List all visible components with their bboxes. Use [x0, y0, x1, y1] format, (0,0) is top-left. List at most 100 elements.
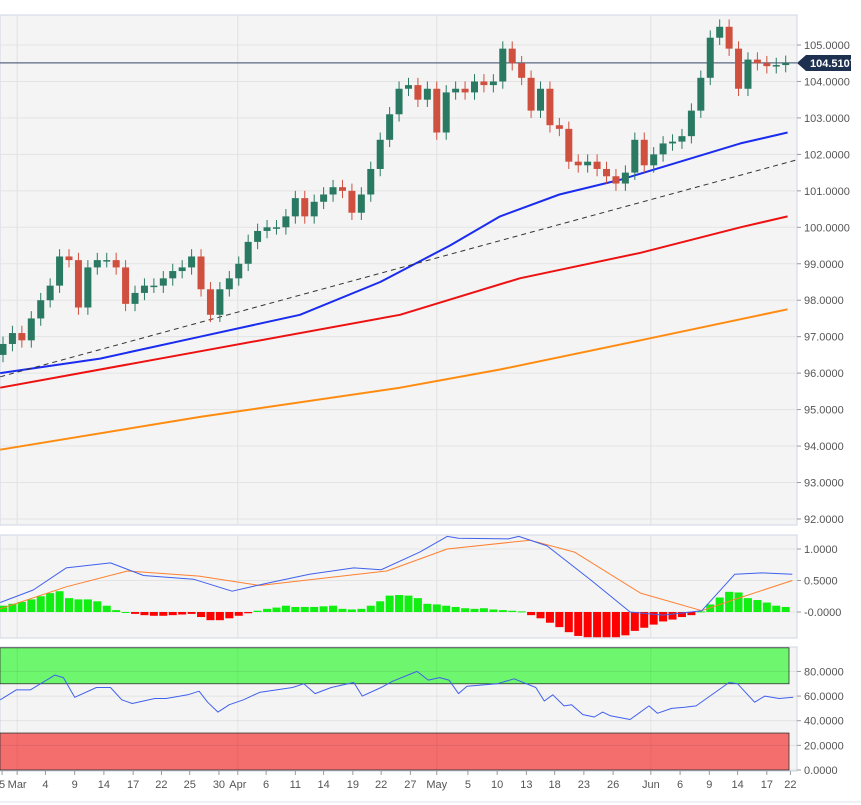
candle-body: [37, 300, 45, 319]
time-tick-label: 23: [578, 779, 590, 791]
candle: [555, 117, 563, 137]
price-tick-label: 95.0000: [804, 405, 844, 417]
candle: [537, 81, 545, 118]
candle: [725, 19, 733, 56]
macd-histogram-bar: [649, 612, 658, 625]
rsi-tick-label: 80.0000: [804, 666, 844, 678]
candle-body: [687, 110, 695, 137]
macd-histogram-bar: [489, 609, 498, 612]
macd-histogram-bar: [640, 612, 649, 628]
price-tick-label: 102.0000: [804, 149, 850, 161]
candle: [131, 285, 139, 312]
macd-histogram-bar: [347, 609, 356, 612]
macd-histogram-bar: [413, 598, 422, 612]
candle: [103, 252, 111, 268]
macd-histogram-bar: [215, 612, 224, 621]
macd-histogram-bar: [677, 612, 686, 618]
macd-histogram-bar: [338, 608, 347, 612]
candle: [442, 85, 450, 140]
candle-body: [725, 26, 733, 49]
time-tick-label: 30: [213, 779, 225, 791]
macd-panel[interactable]: 1.0000 0.5000 -0.0000: [0, 534, 841, 639]
candle: [697, 70, 705, 118]
candle-body: [357, 194, 365, 213]
candle-body: [310, 201, 318, 217]
candle: [169, 263, 177, 286]
time-tick-label: Apr: [229, 779, 246, 791]
macd-histogram-bar: [65, 598, 74, 612]
macd-histogram-bar: [536, 612, 545, 619]
candle-body: [772, 65, 780, 67]
macd-histogram-bar: [517, 611, 526, 613]
candle-body: [0, 343, 7, 355]
macd-histogram-bar: [112, 610, 121, 612]
macd-histogram-bar: [630, 612, 639, 631]
macd-histogram-bar: [451, 606, 460, 612]
candle-body: [706, 37, 714, 78]
macd-histogram-bar: [121, 612, 130, 613]
candle-body: [471, 81, 478, 93]
candle-body: [697, 77, 705, 111]
candle: [772, 57, 780, 74]
candle-body: [735, 48, 743, 89]
time-tick-label: Jun: [642, 779, 660, 791]
candle: [254, 223, 262, 250]
macd-histogram-bar: [659, 612, 668, 622]
macd-histogram-bar: [83, 599, 92, 612]
candle-body: [159, 278, 167, 286]
candle: [272, 220, 280, 235]
macd-histogram-bar: [253, 610, 262, 612]
candle-body: [404, 85, 412, 89]
candle-body: [150, 285, 158, 288]
time-tick-label: 14: [731, 779, 743, 791]
candle-body: [546, 88, 554, 126]
macd-histogram-bar: [244, 612, 253, 614]
candle: [84, 260, 92, 315]
price-tick-label: 94.0000: [804, 441, 844, 453]
candle-body: [197, 256, 205, 290]
candle: [489, 74, 497, 93]
candle: [763, 55, 771, 74]
price-tick-label: 93.0000: [804, 478, 844, 490]
candle-body: [433, 88, 441, 133]
candle: [122, 260, 130, 312]
candle-body: [763, 63, 771, 67]
candle: [263, 220, 271, 239]
candle: [348, 183, 356, 221]
rsi-line: [0, 670, 794, 720]
oversold-zone: [0, 732, 790, 771]
macd-histogram-bar: [159, 612, 168, 616]
price-tick-label: 97.0000: [804, 332, 844, 344]
price-tick-label: 99.0000: [804, 259, 844, 271]
candle-body: [178, 267, 186, 272]
macd-histogram-bar: [461, 608, 470, 612]
time-tick-label: 19: [347, 779, 359, 791]
macd-histogram-bar: [366, 605, 375, 612]
candle-body: [169, 271, 177, 279]
macd-histogram-bar: [234, 612, 243, 616]
candle-body: [122, 267, 130, 304]
candle: [499, 41, 507, 89]
macd-histogram-bar: [272, 607, 281, 612]
time-tick-label: 6: [677, 779, 683, 791]
candle: [197, 249, 205, 297]
macd-histogram-bar: [743, 598, 752, 612]
price-tick-label: 103.0000: [804, 113, 850, 125]
macd-histogram-bar: [602, 612, 611, 638]
macd-histogram-bar: [555, 612, 564, 628]
time-tick-label: 5: [465, 779, 471, 791]
price-tick-label: 100.0000: [804, 222, 850, 234]
candle-body: [612, 176, 620, 184]
price-tick-label: 101.0000: [804, 186, 850, 198]
candle: [452, 81, 460, 100]
price-panel[interactable]: 92.0000 93.0000 94.0000 95.0000 96.0000 97.00…: [0, 14, 850, 526]
candle: [744, 52, 752, 97]
candle: [244, 234, 252, 272]
candle: [659, 136, 667, 162]
rsi-panel[interactable]: 80.0000 60.0000 40.0000 20.0000 0.0000: [0, 646, 844, 777]
candle-body: [140, 285, 148, 293]
macd-histogram-bar: [593, 612, 602, 638]
candle: [584, 154, 592, 173]
candle: [301, 190, 309, 224]
